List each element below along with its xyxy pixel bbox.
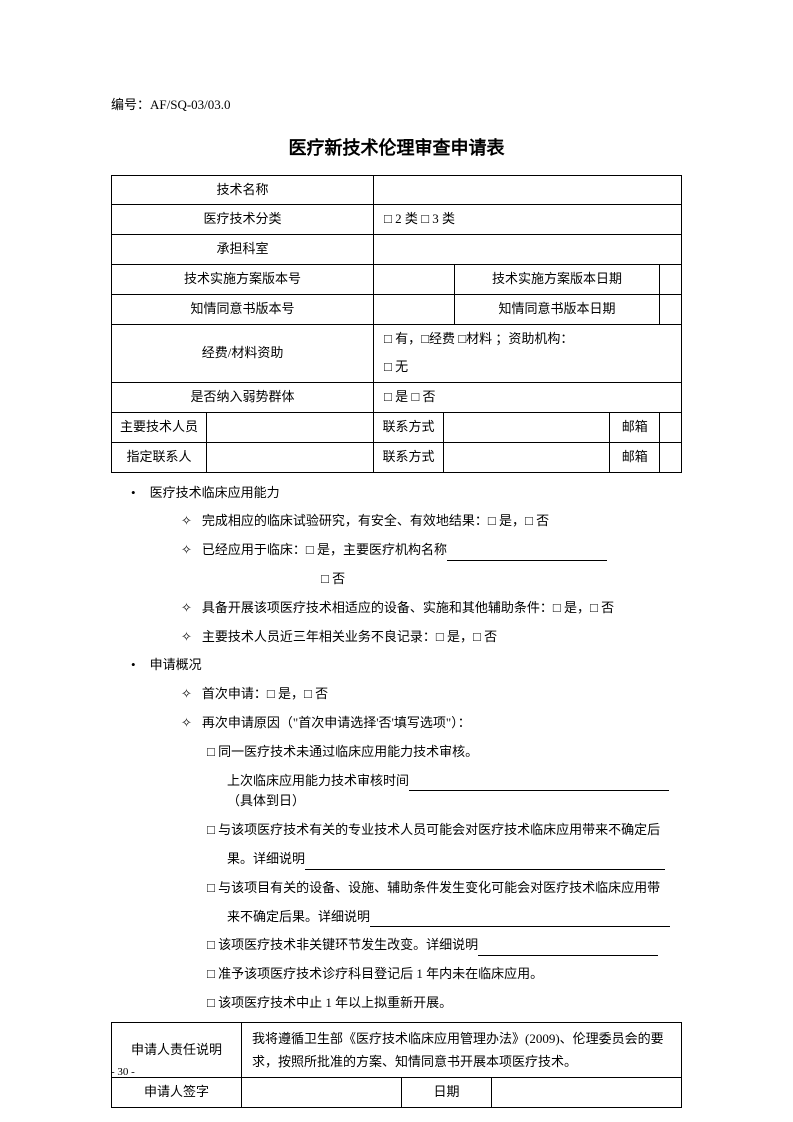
field-contact-person[interactable] [207, 442, 374, 472]
label-contact1: 联系方式 [374, 412, 444, 442]
check-staff-change-a[interactable]: □ 与该项医疗技术有关的专业技术人员可能会对医疗技术临床应用带来不确定后 [131, 820, 682, 841]
section-clinical-ability: 医疗技术临床应用能力 [131, 483, 682, 504]
label-consent-date: 知情同意书版本日期 [454, 294, 659, 324]
field-contact2[interactable] [444, 442, 610, 472]
document-number: 编号：AF/SQ-03/03.0 [111, 95, 682, 116]
main-form-table: 技术名称 医疗技术分类 □ 2 类 □ 3 类 承担科室 技术实施方案版本号 技… [111, 175, 682, 473]
field-signature[interactable] [242, 1078, 402, 1108]
label-category: 医疗技术分类 [112, 205, 374, 235]
item-equipment[interactable]: 具备开展该项医疗技术相适应的设备、实施和其他辅助条件：□ 是，□ 否 [131, 598, 682, 619]
field-category[interactable]: □ 2 类 □ 3 类 [374, 205, 682, 235]
field-vulnerable[interactable]: □ 是 □ 否 [374, 383, 682, 413]
check-not-passed[interactable]: □ 同一医疗技术未通过临床应用能力技术审核。 [131, 742, 682, 763]
label-consent-version: 知情同意书版本号 [112, 294, 374, 324]
field-department[interactable] [374, 235, 682, 265]
check-suspended[interactable]: □ 该项医疗技术中止 1 年以上拟重新开展。 [131, 993, 682, 1014]
field-consent-version[interactable] [374, 294, 455, 324]
label-protocol-version: 技术实施方案版本号 [112, 264, 374, 294]
item-reapply-reason: 再次申请原因（"首次申请选择'否'填写选项"）： [131, 713, 682, 734]
label-email2: 邮箱 [610, 442, 660, 472]
check-equipment-change-b[interactable]: 来不确定后果。详细说明 [131, 907, 682, 928]
content-list: 医疗技术临床应用能力 完成相应的临床试验研究，有安全、有效地结果：□ 是，□ 否… [111, 483, 682, 1014]
page-title: 医疗新技术伦理审查申请表 [111, 134, 682, 163]
label-contact-person: 指定联系人 [112, 442, 207, 472]
section-application: 申请概况 [131, 655, 682, 676]
label-tech-name: 技术名称 [112, 175, 374, 205]
field-consent-date[interactable] [660, 294, 682, 324]
label-vulnerable: 是否纳入弱势群体 [112, 383, 374, 413]
check-equipment-change-a[interactable]: □ 与该项目有关的设备、设施、辅助条件发生变化可能会对医疗技术临床应用带 [131, 878, 682, 899]
check-not-used[interactable]: □ 准予该项医疗技术诊疗科目登记后 1 年内未在临床应用。 [131, 964, 682, 985]
field-contact1[interactable] [444, 412, 610, 442]
field-email2[interactable] [660, 442, 682, 472]
label-signature: 申请人签字 [112, 1078, 242, 1108]
check-not-passed-time[interactable]: 上次临床应用能力技术审核时间（具体到日） [131, 771, 682, 813]
label-email1: 邮箱 [610, 412, 660, 442]
field-email1[interactable] [660, 412, 682, 442]
label-date: 日期 [402, 1078, 492, 1108]
field-protocol-version[interactable] [374, 264, 455, 294]
label-funding: 经费/材料资助 [112, 324, 374, 383]
field-funding-no[interactable]: □ 无 [374, 353, 682, 382]
check-staff-change-b[interactable]: 果。详细说明 [131, 849, 682, 870]
field-funding-yes[interactable]: □ 有，□经费 □材料 ；资助机构： [374, 324, 682, 353]
item-first-apply[interactable]: 首次申请：□ 是，□ 否 [131, 684, 682, 705]
label-protocol-date: 技术实施方案版本日期 [454, 264, 659, 294]
label-department: 承担科室 [112, 235, 374, 265]
label-main-staff: 主要技术人员 [112, 412, 207, 442]
declaration-table: 申请人责任说明 我将遵循卫生部《医疗技术临床应用管理办法》(2009)、伦理委员… [111, 1022, 682, 1109]
label-contact2: 联系方式 [374, 442, 444, 472]
item-applied-no[interactable]: □ 否 [131, 569, 682, 590]
field-date[interactable] [492, 1078, 682, 1108]
field-protocol-date[interactable] [660, 264, 682, 294]
field-main-staff[interactable] [207, 412, 374, 442]
item-applied-clinical[interactable]: 已经应用于临床：□ 是，主要医疗机构名称 [131, 540, 682, 561]
field-declaration: 我将遵循卫生部《医疗技术临床应用管理办法》(2009)、伦理委员会的要求，按照所… [242, 1022, 682, 1078]
field-tech-name[interactable] [374, 175, 682, 205]
item-trial-result[interactable]: 完成相应的临床试验研究，有安全、有效地结果：□ 是，□ 否 [131, 511, 682, 532]
page-number: - 30 - [111, 1064, 135, 1082]
check-nonkey-change[interactable]: □ 该项医疗技术非关键环节发生改变。详细说明 [131, 935, 682, 956]
item-bad-record[interactable]: 主要技术人员近三年相关业务不良记录：□ 是，□ 否 [131, 627, 682, 648]
